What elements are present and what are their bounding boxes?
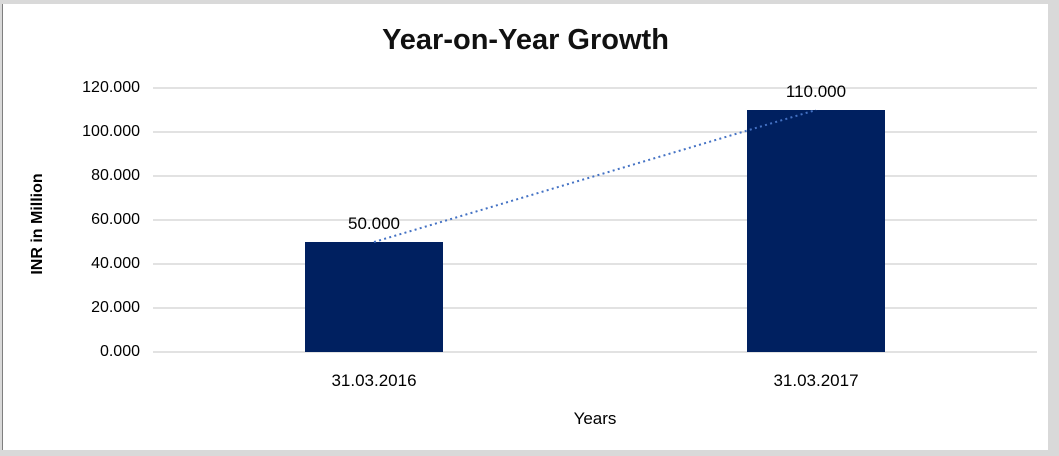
bar-31.03.2016 [305, 242, 443, 352]
x-tick-label: 31.03.2017 [773, 371, 859, 390]
chart-title: Year-on-Year Growth [382, 24, 669, 56]
y-tick-label: 60.000 [91, 211, 140, 228]
y-tick-label: 0.000 [99, 343, 140, 360]
y-tick-label: 100.000 [82, 123, 140, 140]
bar-31.03.2017 [747, 110, 885, 352]
y-tick-label: 80.000 [91, 167, 140, 184]
x-tick-label: 31.03.2016 [331, 371, 417, 390]
data-label: 110.000 [785, 82, 847, 101]
data-label: 50.000 [348, 214, 400, 233]
x-axis-title: Years [573, 409, 617, 428]
y-tick-label: 20.000 [91, 299, 140, 316]
y-tick-label: 40.000 [91, 255, 140, 272]
y-tick-label: 120.000 [82, 79, 140, 96]
